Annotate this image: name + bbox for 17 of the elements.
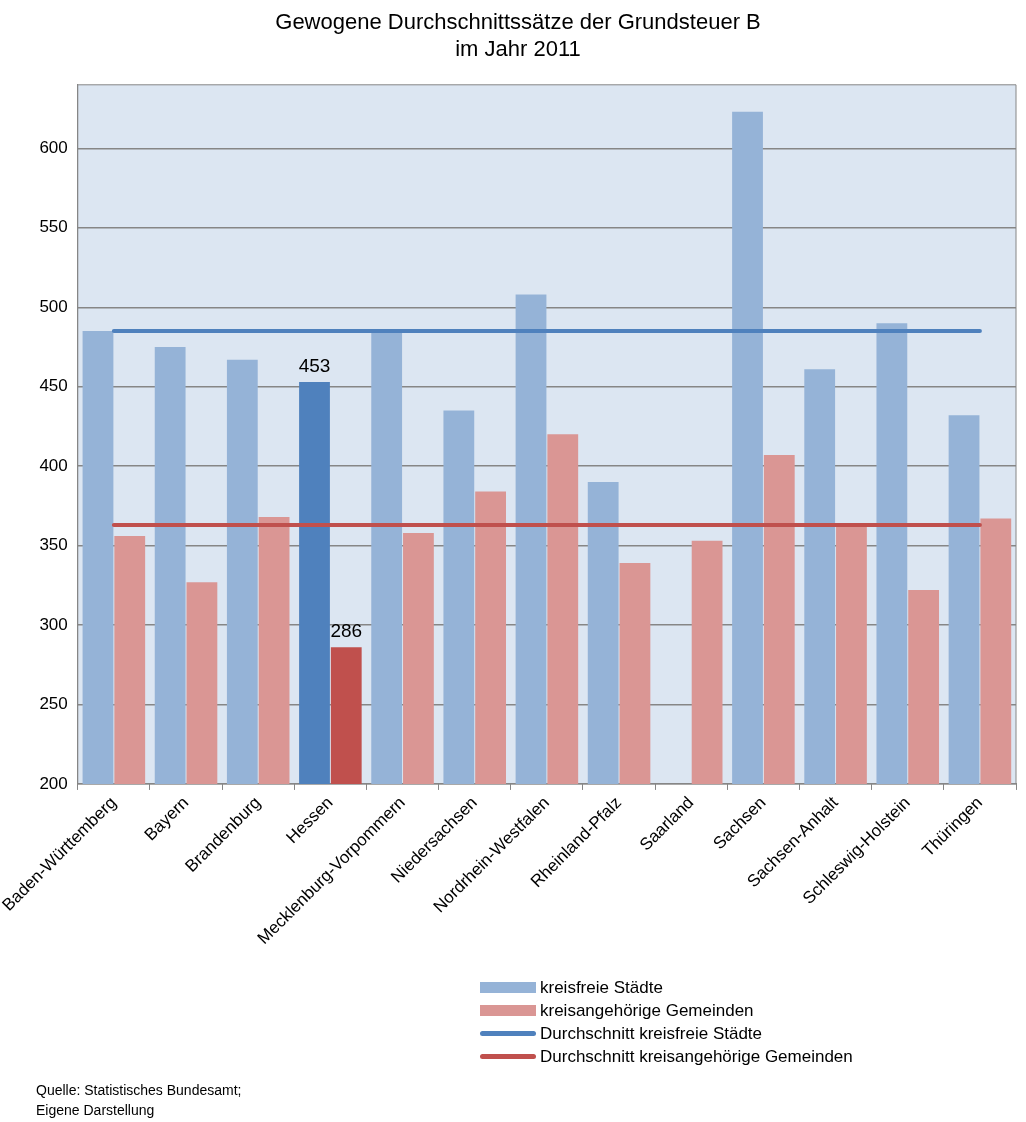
legend-label: Durchschnitt kreisangehörige Gemeinden [540, 1046, 853, 1067]
source-note: Quelle: Statistisches Bundesamt; Eigene Darstellung [36, 1081, 242, 1120]
data-label: 453 [298, 354, 331, 376]
y-tick-label: 350 [39, 535, 68, 555]
legend-label: Durchschnitt kreisfreie Städte [540, 1023, 763, 1044]
y-tick-label: 450 [39, 376, 68, 396]
y-tick-label: 600 [39, 138, 68, 158]
y-tick-label: 500 [39, 296, 68, 316]
y-tick-label: 550 [39, 217, 68, 237]
y-tick-label: 200 [39, 773, 68, 793]
y-tick-label: 250 [39, 694, 68, 714]
legend-label: kreisangehörige Gemeinden [540, 1000, 754, 1021]
y-tick-label: 400 [39, 455, 68, 475]
chart-title: Gewogene Durchschnittssätze der Grundsteuer B im Jahr 2011 [275, 9, 761, 61]
data-label: 286 [330, 620, 363, 642]
y-tick-label: 300 [39, 614, 68, 634]
legend-label: kreisfreie Städte [540, 977, 663, 998]
